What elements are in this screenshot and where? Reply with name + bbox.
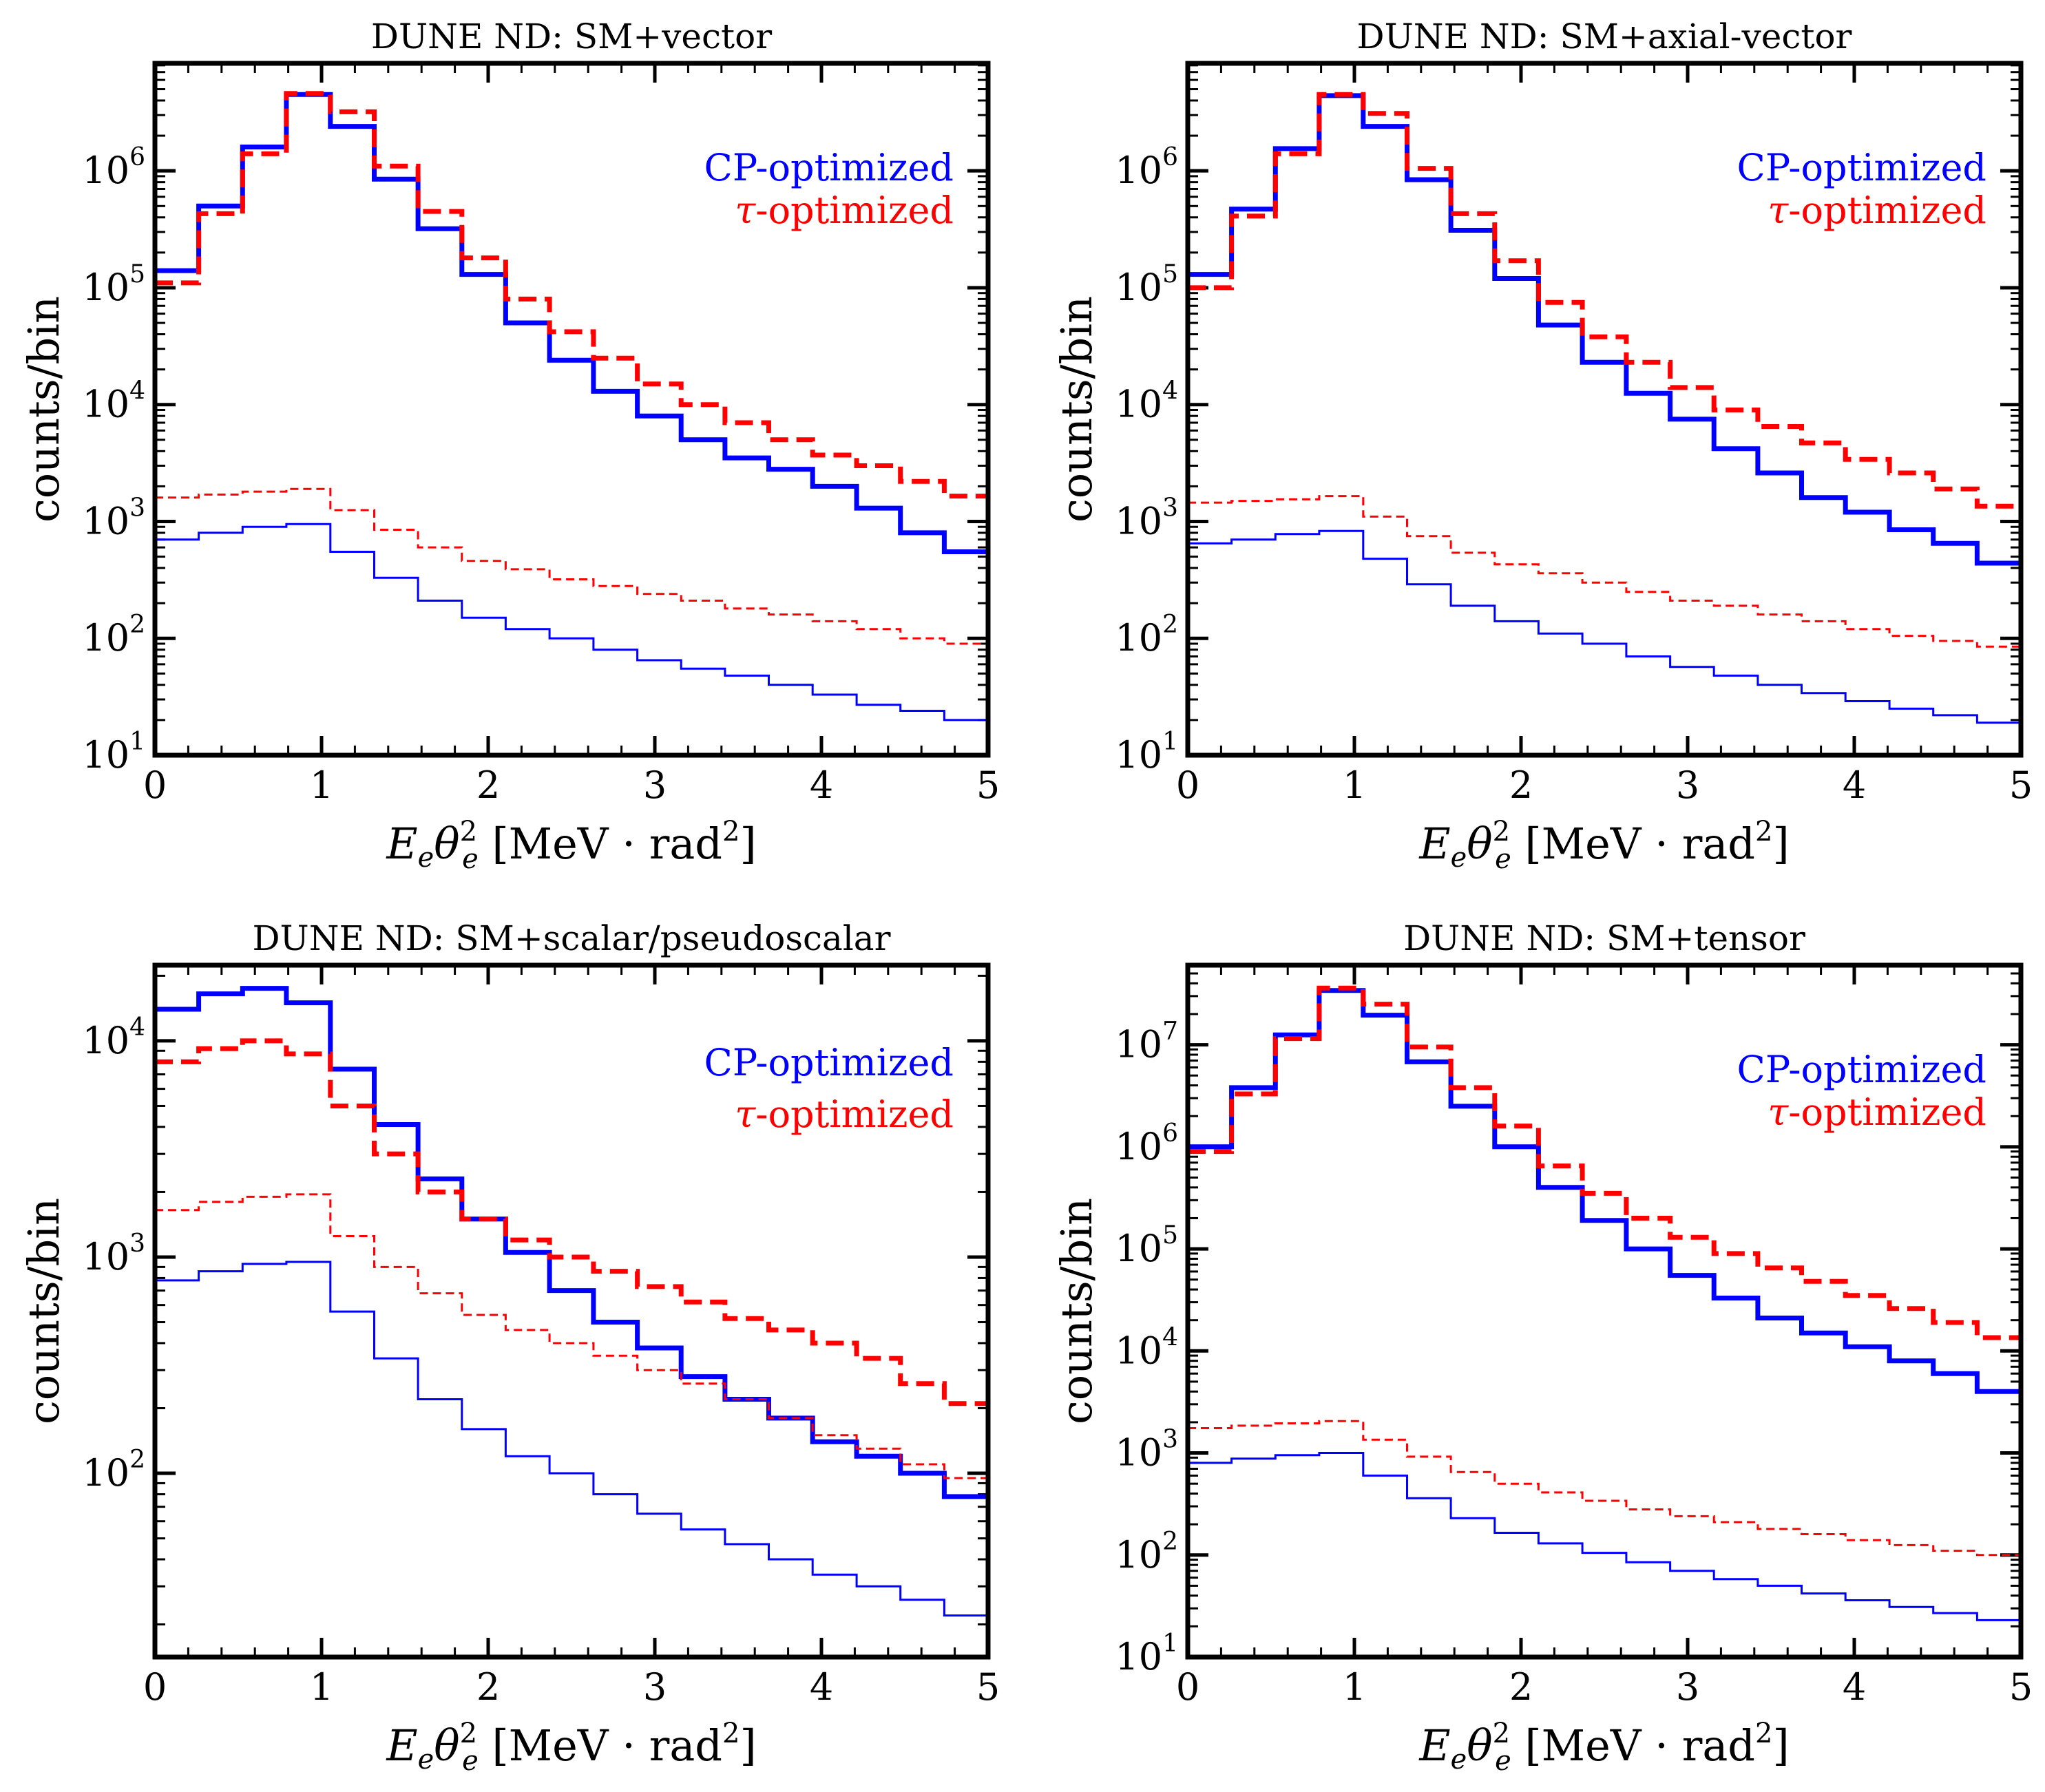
series-line (1188, 1452, 2021, 1621)
x-tick-label: 1 (1343, 1665, 1366, 1709)
x-tick-label: 0 (1176, 763, 1199, 807)
x-tick-label: 3 (1676, 1665, 1699, 1709)
x-tick-label: 2 (476, 763, 500, 807)
x-tick-label: 3 (643, 763, 667, 807)
x-tick-label: 2 (1509, 763, 1533, 807)
y-tick-label: 101 (82, 728, 145, 777)
y-tick-label: 106 (1115, 1119, 1178, 1168)
plot-frame (152, 61, 991, 758)
y-tick-label: 106 (82, 143, 145, 192)
series-line (155, 1038, 988, 1406)
y-tick-label: 104 (1115, 1323, 1178, 1372)
legend-entry: τ-optimized (735, 1093, 954, 1136)
x-tick-label: 1 (1343, 763, 1366, 807)
x-tick-label: 5 (2009, 763, 2033, 807)
y-tick-label: 102 (82, 1446, 145, 1495)
y-tick-label: 103 (1115, 1426, 1178, 1475)
x-tick-label: 4 (1843, 763, 1866, 807)
series-line (155, 1193, 988, 1479)
y-tick-label: 104 (1115, 377, 1178, 426)
x-axis-label: Eeθ2 e [MeV · rad2] (1418, 816, 1789, 875)
chart-title: DUNE ND: SM+axial-vector (1357, 17, 1852, 56)
x-axis-label: Eeθ2 e [MeV · rad2] (1418, 1718, 1789, 1777)
legend-entry: CP-optimized (704, 146, 954, 189)
y-tick-label: 102 (1115, 611, 1178, 660)
x-tick-label: 0 (1176, 1665, 1199, 1709)
series-line (155, 1261, 988, 1617)
y-tick-label: 105 (82, 260, 145, 309)
y-axis-label: counts/bin (19, 1198, 69, 1424)
chart-title: DUNE ND: SM+vector (371, 17, 772, 56)
series-line (155, 523, 988, 721)
series-line (1188, 1420, 2021, 1557)
x-tick-label: 4 (810, 1665, 833, 1709)
legend-entry: CP-optimized (1737, 1048, 1986, 1091)
y-tick-label: 103 (82, 494, 145, 542)
legend-entry: CP-optimized (1737, 146, 1986, 189)
series-line (1188, 495, 2021, 648)
x-tick-label: 5 (976, 1665, 1000, 1709)
chart-panel-3: DUNE ND: SM+scalar/pseudoscalar 0 1 2 3 4 5 102… (19, 918, 1000, 1777)
chart-panel-2: DUNE ND: SM+axial-vector 0 1 2 3 4 5 101 102 103 1… (1051, 17, 2033, 875)
x-tick-label: 0 (143, 763, 167, 807)
x-tick-label: 2 (476, 1665, 500, 1709)
x-tick-label: 2 (1509, 1665, 1533, 1709)
chart-title: DUNE ND: SM+scalar/pseudoscalar (252, 918, 890, 958)
y-tick-label: 106 (1115, 143, 1178, 192)
y-tick-label: 102 (1115, 1528, 1178, 1577)
x-tick-label: 3 (643, 1665, 667, 1709)
series-line (155, 487, 988, 645)
chart-title: DUNE ND: SM+tensor (1403, 918, 1805, 958)
y-axis-label: counts/bin (19, 296, 69, 523)
series-line (155, 91, 988, 499)
x-axis-label: Eeθ2 e [MeV · rad2] (386, 816, 756, 875)
plot-frame (152, 962, 991, 1660)
y-tick-label: 102 (82, 611, 145, 660)
series-line (1188, 93, 2021, 566)
series-line (1188, 92, 2021, 509)
x-tick-label: 1 (310, 1665, 333, 1709)
chart-panel-4: DUNE ND: SM+tensor 0 1 2 3 4 5 101 102 103 104 105 1… (1051, 918, 2033, 1777)
x-tick-label: 5 (976, 763, 1000, 807)
y-tick-label: 105 (1115, 1221, 1178, 1270)
plot-frame (1185, 962, 2024, 1660)
x-tick-label: 5 (2009, 1665, 2033, 1709)
y-tick-label: 104 (82, 377, 145, 426)
y-axis-label: counts/bin (1051, 296, 1102, 523)
y-tick-label: 103 (82, 1230, 145, 1278)
x-tick-label: 4 (1843, 1665, 1866, 1709)
x-axis-label: Eeθ2 e [MeV · rad2] (386, 1718, 756, 1777)
legend-entry: τ-optimized (1768, 189, 1986, 232)
y-tick-label: 103 (1115, 494, 1178, 542)
plot-frame (1185, 61, 2024, 758)
x-tick-label: 0 (143, 1665, 167, 1709)
x-tick-label: 4 (810, 763, 833, 807)
y-axis-label: counts/bin (1051, 1198, 1102, 1424)
y-tick-label: 107 (1115, 1018, 1178, 1066)
y-tick-label: 104 (82, 1013, 145, 1062)
y-tick-label: 101 (1115, 728, 1178, 777)
series-line (1188, 985, 2021, 1340)
legend-entry: τ-optimized (1768, 1090, 1986, 1134)
legend-entry: CP-optimized (704, 1041, 954, 1084)
x-tick-label: 3 (1676, 763, 1699, 807)
legend-entry: τ-optimized (735, 189, 954, 232)
series-line (155, 986, 988, 1499)
series-line (1188, 988, 2021, 1394)
y-tick-label: 105 (1115, 260, 1178, 309)
series-line (1188, 529, 2021, 724)
y-tick-label: 101 (1115, 1630, 1178, 1678)
chart-panel-1: DUNE ND: SM+vector 0 1 2 3 4 5 101 102 103 104 105 1… (19, 17, 1000, 875)
x-tick-label: 1 (310, 763, 333, 807)
